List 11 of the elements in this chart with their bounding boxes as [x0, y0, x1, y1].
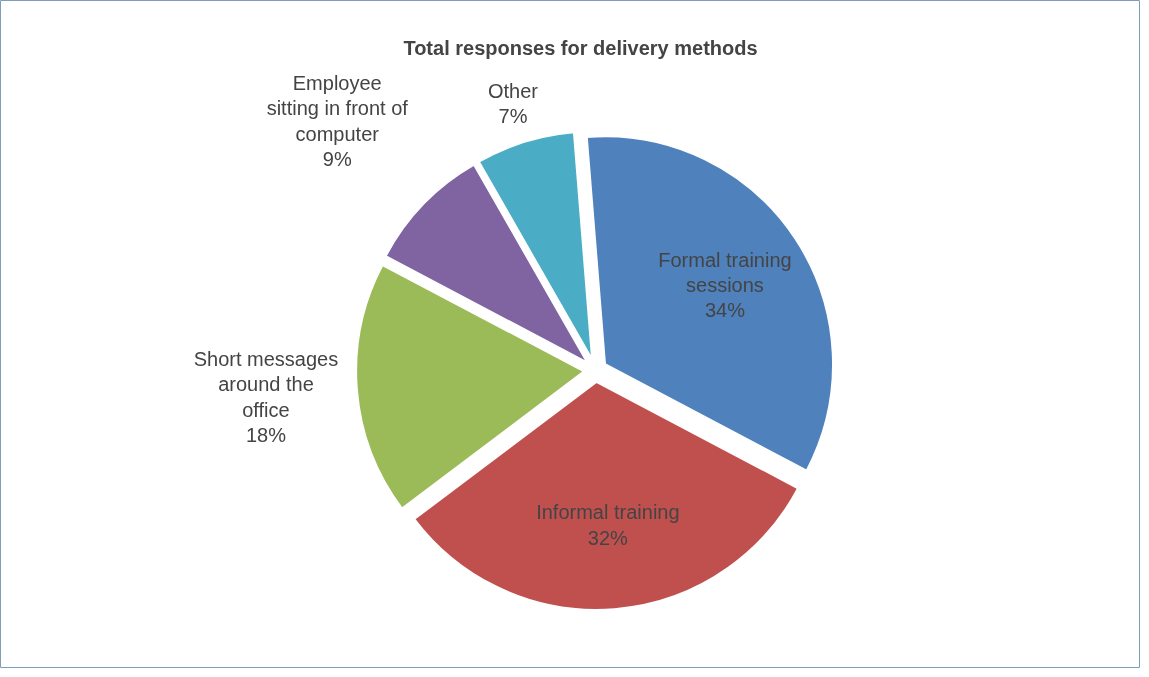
data-label: 34%	[704, 299, 746, 322]
data-label: 9%	[322, 147, 352, 170]
chart-title: Total responses for delivery methods	[403, 36, 758, 59]
data-label: 32%	[587, 526, 629, 549]
slice-label: Formal training sessions	[658, 248, 792, 297]
slice-label: Informal training	[536, 501, 680, 524]
slice-label: Employee sitting in front of computer	[266, 72, 409, 145]
data-label: 18%	[245, 423, 287, 446]
data-label: 7%	[498, 105, 528, 128]
slice-label: Other	[487, 80, 539, 103]
slice-label: Short messages around the office	[193, 347, 339, 421]
